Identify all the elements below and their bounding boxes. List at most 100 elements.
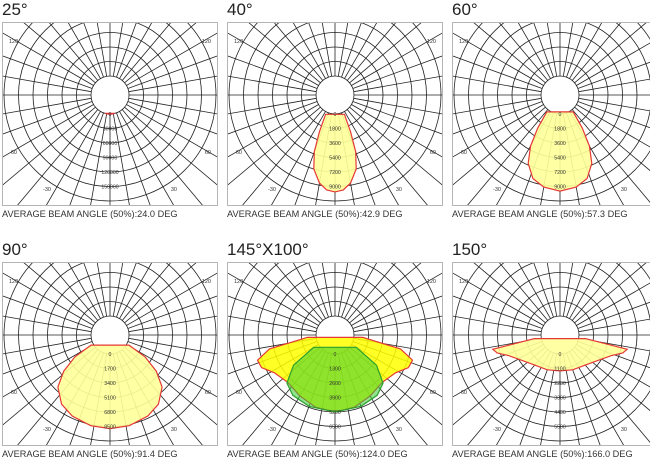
ring-value-label: 60000 (103, 141, 118, 147)
grid-ring (316, 76, 354, 114)
angle-label: -30 (493, 187, 501, 193)
ring-value-label: 6500 (329, 425, 341, 431)
angle-label: 30 (621, 187, 627, 193)
ring-value-label: 30000 (103, 127, 118, 133)
grid-spoke (129, 98, 217, 120)
ring-value-label: 0 (334, 352, 337, 358)
ring-value-label: 5500 (554, 425, 566, 431)
angle-label: 30 (171, 187, 177, 193)
ring-value-label: 2600 (329, 381, 341, 387)
grid-spoke (3, 263, 95, 323)
ring-value-label: 1700 (104, 367, 116, 373)
grid-spoke (228, 70, 316, 92)
angle-label: 120 (427, 279, 436, 285)
grid-spoke (578, 285, 650, 328)
angle-label: 120 (9, 279, 18, 285)
grid-ring (91, 76, 129, 114)
ring-value-label: 1800 (554, 127, 566, 133)
grid-spoke (228, 107, 320, 189)
angle-label: -60 (459, 390, 467, 396)
angle-label: 60 (430, 150, 436, 156)
grid-ring (541, 76, 579, 114)
angle-label: 120 (9, 39, 18, 45)
grid-spoke (228, 310, 316, 332)
angle-label: 120 (459, 39, 468, 45)
ring-value-label: 1300 (329, 367, 341, 373)
grid-spoke (579, 310, 650, 332)
panel-title: 40° (227, 0, 253, 20)
ring-value-label: 1100 (554, 367, 565, 373)
ring-value-label: 0 (559, 112, 562, 118)
grid-spoke (122, 110, 204, 205)
angle-label: -60 (234, 150, 242, 156)
grid-spoke (228, 263, 319, 326)
polar-chart: 0300006000090000120000150000120-60-30120… (3, 23, 217, 205)
angle-label: 30 (396, 187, 402, 193)
grid-spoke (354, 98, 442, 120)
grid-spoke (3, 105, 94, 169)
distribution-curve (528, 112, 592, 191)
angle-label: 30 (396, 427, 402, 433)
panel-title: 150° (452, 240, 487, 260)
panel-caption: AVERAGE BEAM ANGLE (50%):124.0 DEG (227, 449, 408, 459)
panel-caption: AVERAGE BEAM ANGLE (50%):24.0 DEG (2, 209, 177, 219)
ring-value-label: 2200 (554, 381, 566, 387)
grid-spoke (16, 110, 98, 205)
grid-spoke (351, 23, 442, 86)
ring-value-label: 6800 (104, 410, 116, 416)
angle-label: -60 (459, 150, 467, 156)
panel-title: 90° (2, 240, 28, 260)
ring-value-label: 3600 (329, 141, 341, 147)
ring-value-label: 5100 (104, 396, 116, 402)
ring-value-label: 3300 (554, 396, 566, 402)
angle-label: 30 (621, 427, 627, 433)
ring-value-label: 3900 (329, 396, 341, 402)
grid-spoke (129, 70, 217, 92)
angle-label: 60 (430, 390, 436, 396)
ring-value-label: 5200 (329, 410, 341, 416)
grid-spoke (228, 23, 319, 86)
ring-value-label: 150000 (101, 185, 118, 191)
panel-caption: AVERAGE BEAM ANGLE (50%):42.9 DEG (227, 209, 402, 219)
angle-label: 120 (459, 279, 468, 285)
angle-label: 60 (205, 150, 211, 156)
panel-title: 145°X100° (227, 240, 309, 260)
grid-spoke (241, 110, 323, 205)
angle-label: 120 (427, 39, 436, 45)
grid-spoke (129, 310, 217, 332)
ring-value-label: 9000 (329, 185, 341, 191)
grid-spoke (228, 23, 320, 83)
ring-value-label: 0 (334, 112, 337, 118)
grid-spoke (3, 107, 95, 189)
grid-spoke (126, 23, 217, 86)
grid-spoke (453, 23, 545, 83)
ring-value-label: 8500 (104, 425, 116, 431)
grid-spoke (3, 263, 94, 326)
angle-label: -30 (43, 427, 51, 433)
grid-spoke (126, 105, 217, 169)
angle-label: 120 (234, 279, 243, 285)
ring-value-label: 7200 (329, 170, 341, 176)
ring-value-label: 0 (109, 112, 112, 118)
angle-label: -30 (268, 187, 276, 193)
grid-spoke (453, 23, 544, 86)
ring-value-label: 4400 (554, 410, 566, 416)
panel-caption: AVERAGE BEAM ANGLE (50%):57.3 DEG (452, 209, 627, 219)
ring-value-label: 3600 (554, 141, 566, 147)
grid-spoke (228, 105, 319, 169)
grid-spoke (354, 70, 442, 92)
grid-spoke (3, 23, 95, 83)
ring-value-label: 5400 (554, 156, 566, 162)
